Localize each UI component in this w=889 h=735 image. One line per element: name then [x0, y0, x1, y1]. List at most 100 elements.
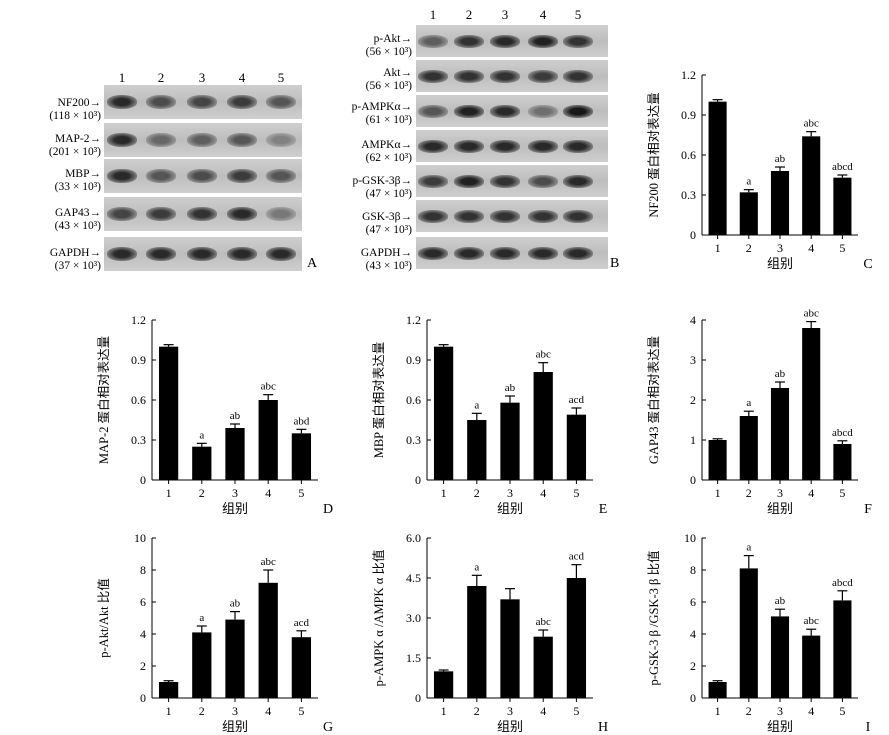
- protein-band: [227, 133, 257, 147]
- blot-strip: [416, 95, 608, 127]
- protein-name: p-AMPKα→: [351, 101, 412, 113]
- x-tick-label: 5: [298, 486, 304, 500]
- lane-number: 2: [465, 7, 473, 22]
- significance-label: abc: [536, 349, 551, 361]
- y-axis-label: MBP 蛋白相对表达量: [371, 342, 386, 459]
- y-tick-label: 2: [690, 659, 696, 673]
- y-tick-label: 1.2: [131, 313, 146, 327]
- protein-band: [418, 175, 448, 188]
- x-tick-label: 1: [441, 704, 447, 718]
- bar: [770, 171, 790, 235]
- protein-name: GAP43→: [54, 207, 101, 219]
- y-tick-label: 1.2: [681, 68, 696, 82]
- protein-band: [454, 70, 484, 83]
- x-tick-label: 4: [265, 704, 271, 718]
- x-axis-label: 组别: [767, 256, 793, 271]
- significance-label: acd: [569, 394, 585, 406]
- lane-number: 1: [118, 70, 126, 85]
- panel-letter: A: [307, 256, 318, 271]
- blot-strip: [104, 237, 302, 271]
- y-tick-label: 0.3: [681, 188, 696, 202]
- blot-label: MAP-2→ (201 × 10³): [0, 133, 101, 159]
- panel-letter: I: [866, 720, 871, 735]
- protein-band: [418, 140, 448, 153]
- bar: [770, 388, 790, 480]
- x-axis-label: 组别: [222, 501, 248, 516]
- x-tick-label: 2: [199, 486, 205, 500]
- protein-band: [454, 140, 484, 153]
- bar: [291, 637, 312, 698]
- protein-band: [563, 105, 593, 118]
- protein-band: [490, 175, 520, 188]
- protein-band: [266, 247, 296, 261]
- significance-label: abcd: [832, 577, 853, 589]
- x-tick-label: 3: [777, 704, 783, 718]
- panel-letter: D: [323, 502, 333, 517]
- y-tick-label: 0: [690, 228, 696, 242]
- y-axis-label: NF200 蛋白相对表达量: [646, 92, 661, 217]
- bar: [433, 671, 454, 698]
- y-tick-label: 3.0: [406, 611, 421, 625]
- protein-band: [563, 210, 593, 223]
- y-tick-label: 6.0: [406, 531, 421, 545]
- lane-number: 4: [238, 70, 246, 85]
- bar: [833, 444, 852, 480]
- bar: [533, 372, 553, 480]
- lane-numbers: 1 2 3 4 5: [320, 7, 640, 23]
- y-tick-label: 0.6: [406, 393, 421, 407]
- molecular-weight: (62 × 10³): [365, 152, 412, 164]
- y-tick-label: 0.9: [406, 353, 421, 367]
- blot-strip: [104, 197, 302, 231]
- bar: [802, 136, 821, 235]
- y-tick-label: 2: [140, 659, 146, 673]
- lane-number: 5: [574, 7, 582, 22]
- y-tick-label: 8: [690, 563, 696, 577]
- protein-band: [146, 95, 176, 109]
- protein-band: [563, 247, 593, 260]
- x-tick-label: 1: [715, 241, 721, 255]
- molecular-weight: (118 × 10³): [49, 110, 101, 122]
- y-axis-label: p-GSK-3 β /GSK-3 β 比值: [646, 551, 661, 686]
- lane-number: 3: [198, 70, 206, 85]
- protein-band: [107, 95, 137, 109]
- molecular-weight: (61 × 10³): [365, 114, 412, 126]
- significance-label: abc: [804, 308, 819, 320]
- protein-band: [528, 175, 558, 188]
- bar: [802, 635, 821, 698]
- significance-label: a: [746, 542, 751, 554]
- x-tick-label: 4: [808, 486, 814, 500]
- x-tick-label: 3: [777, 241, 783, 255]
- y-tick-label: 1.2: [406, 313, 421, 327]
- bar: [833, 177, 852, 235]
- molecular-weight: (43 × 10³): [365, 260, 412, 272]
- significance-label: ab: [230, 598, 241, 610]
- protein-name: AMPKα→: [361, 139, 412, 151]
- blot-strip: [104, 123, 302, 157]
- panel-letter: C: [863, 257, 872, 272]
- protein-band: [418, 105, 448, 118]
- protein-band: [490, 105, 520, 118]
- significance-label: abc: [536, 616, 551, 628]
- protein-name: Akt→: [383, 67, 412, 79]
- bar: [739, 192, 758, 235]
- protein-name: GAPDH→: [360, 247, 412, 259]
- y-tick-label: 0.3: [406, 433, 421, 447]
- x-axis-label: 组别: [767, 501, 793, 516]
- x-tick-label: 2: [474, 704, 480, 718]
- significance-label: abc: [804, 118, 819, 130]
- molecular-weight: (37 × 10³): [54, 260, 101, 272]
- bar-chart-h: 0 1.5 3.0 4.5 6.0 1 2 a 3 4 abc 5 acd 组别 p-AMPK α /AMP…: [371, 531, 608, 735]
- x-tick-label: 1: [441, 486, 447, 500]
- significance-label: ab: [505, 382, 516, 394]
- blot-strip: [104, 85, 302, 119]
- significance-label: a: [474, 561, 479, 573]
- significance-label: abcd: [832, 161, 853, 173]
- protein-band: [528, 247, 558, 260]
- y-tick-label: 0: [140, 473, 146, 487]
- y-tick-label: 0.6: [681, 148, 696, 162]
- significance-label: ab: [775, 368, 786, 380]
- lane-number: 3: [501, 7, 509, 22]
- x-tick-label: 2: [746, 704, 752, 718]
- y-tick-label: 4: [690, 313, 696, 327]
